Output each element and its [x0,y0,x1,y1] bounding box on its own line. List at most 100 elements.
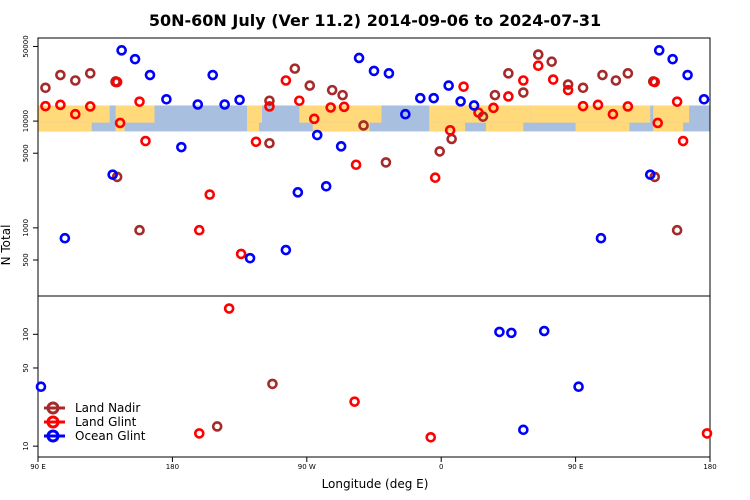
point-ocean-glint [494,326,505,338]
point-land-glint [134,96,145,107]
point-land-nadir [211,421,223,432]
point-land-glint [349,396,360,407]
point-ocean-glint [698,93,710,105]
point-land-glint [223,303,235,314]
point-land-nadir [518,87,529,98]
land-segment-bottom [486,122,524,132]
land-segment-bottom [312,122,370,132]
point-ocean-glint [368,65,380,77]
point-land-nadir [55,69,66,81]
point-land-glint [114,117,126,129]
point-ocean-glint [244,252,256,264]
point-ocean-glint [468,100,480,111]
point-land-nadir [358,120,369,131]
point-ocean-glint [335,141,347,152]
point-land-glint [622,101,634,112]
legend: Land Nadir Land Glint Ocean Glint [44,401,146,443]
point-ocean-glint [682,69,693,81]
point-ocean-glint [192,99,204,110]
point-ocean-glint [144,69,156,81]
land-ocean-map-band [38,105,710,132]
point-land-glint [193,224,205,236]
chart-title: 50N-60N July (Ver 11.2) 2014-09-06 to 20… [149,11,601,30]
point-land-nadir [70,75,81,86]
point-land-glint [607,108,619,120]
point-ocean-glint [518,424,529,436]
point-land-nadir [597,69,608,81]
land-segment-bottom [38,122,92,132]
point-ocean-glint [383,68,395,79]
point-land-glint [652,117,664,129]
land-segment-top [653,105,690,123]
point-land-nadir [337,89,348,101]
point-land-nadir [489,89,501,101]
point-land-glint [111,76,123,88]
y-tick-label: 100 [22,328,30,341]
y-tick-label: 5000 [22,144,30,162]
point-land-nadir [622,68,634,79]
point-land-glint [473,107,484,118]
point-land-glint [592,99,604,111]
x-tick-label: 90 E [568,463,584,471]
point-ocean-glint [280,244,292,256]
point-ocean-glint [161,93,172,105]
point-ocean-glint [595,232,607,244]
point-land-glint [40,100,51,112]
point-ocean-glint [455,96,466,107]
point-land-glint [308,113,320,125]
land-segment-top [530,105,651,123]
point-land-nadir [326,84,338,96]
x-tick-label: 180 [166,463,179,471]
point-ocean-glint [353,52,365,64]
y-tick-label: 10000 [22,110,30,132]
point-land-glint [294,95,305,107]
point-land-nadir [446,133,457,145]
point-land-nadir [610,75,622,86]
point-land-nadir [503,68,514,79]
point-land-nadir [264,95,275,107]
point-land-nadir [562,79,574,90]
point-ocean-glint [234,94,245,106]
point-land-nadir [304,80,316,91]
point-ocean-glint [116,45,127,56]
point-land-glint [562,84,574,96]
point-ocean-glint [400,108,411,120]
point-land-nadir [532,49,544,60]
x-axis-label: Longitude (deg E) [322,477,429,491]
point-land-nadir [546,56,558,67]
point-ocean-glint [129,53,141,65]
point-land-glint [429,172,441,183]
point-land-glint [577,100,589,112]
point-land-glint [547,74,559,85]
point-land-glint [325,102,336,113]
y-tick-label: 50 [22,364,30,373]
lower-y-axis: 10 50 100 [22,328,38,451]
point-land-glint [350,159,362,171]
point-land-glint [55,99,66,111]
point-land-nadir [267,378,278,390]
land-segment-top [115,105,155,123]
point-ocean-glint [320,181,332,192]
land-segment-top [486,105,531,123]
point-land-glint [264,101,275,112]
point-land-glint [193,428,205,439]
y-tick-label: 50000 [22,35,30,57]
point-land-glint [280,75,292,86]
x-tick-label: 90 W [298,463,316,471]
point-land-glint [204,189,216,200]
y-axis-label: N Total [0,225,13,266]
point-ocean-glint [311,129,323,141]
point-ocean-glint [176,141,187,153]
upper-panel-frame [37,37,711,297]
point-land-glint [677,135,689,147]
point-land-glint [518,75,529,86]
point-land-glint [488,102,499,114]
point-land-glint [235,248,247,260]
point-ocean-glint [428,92,440,104]
point-land-glint [503,91,514,102]
point-land-nadir [289,63,301,74]
point-land-glint [338,101,350,113]
point-land-glint [671,96,683,107]
land-segment-bottom [247,122,260,132]
lower-panel-frame [37,295,711,458]
